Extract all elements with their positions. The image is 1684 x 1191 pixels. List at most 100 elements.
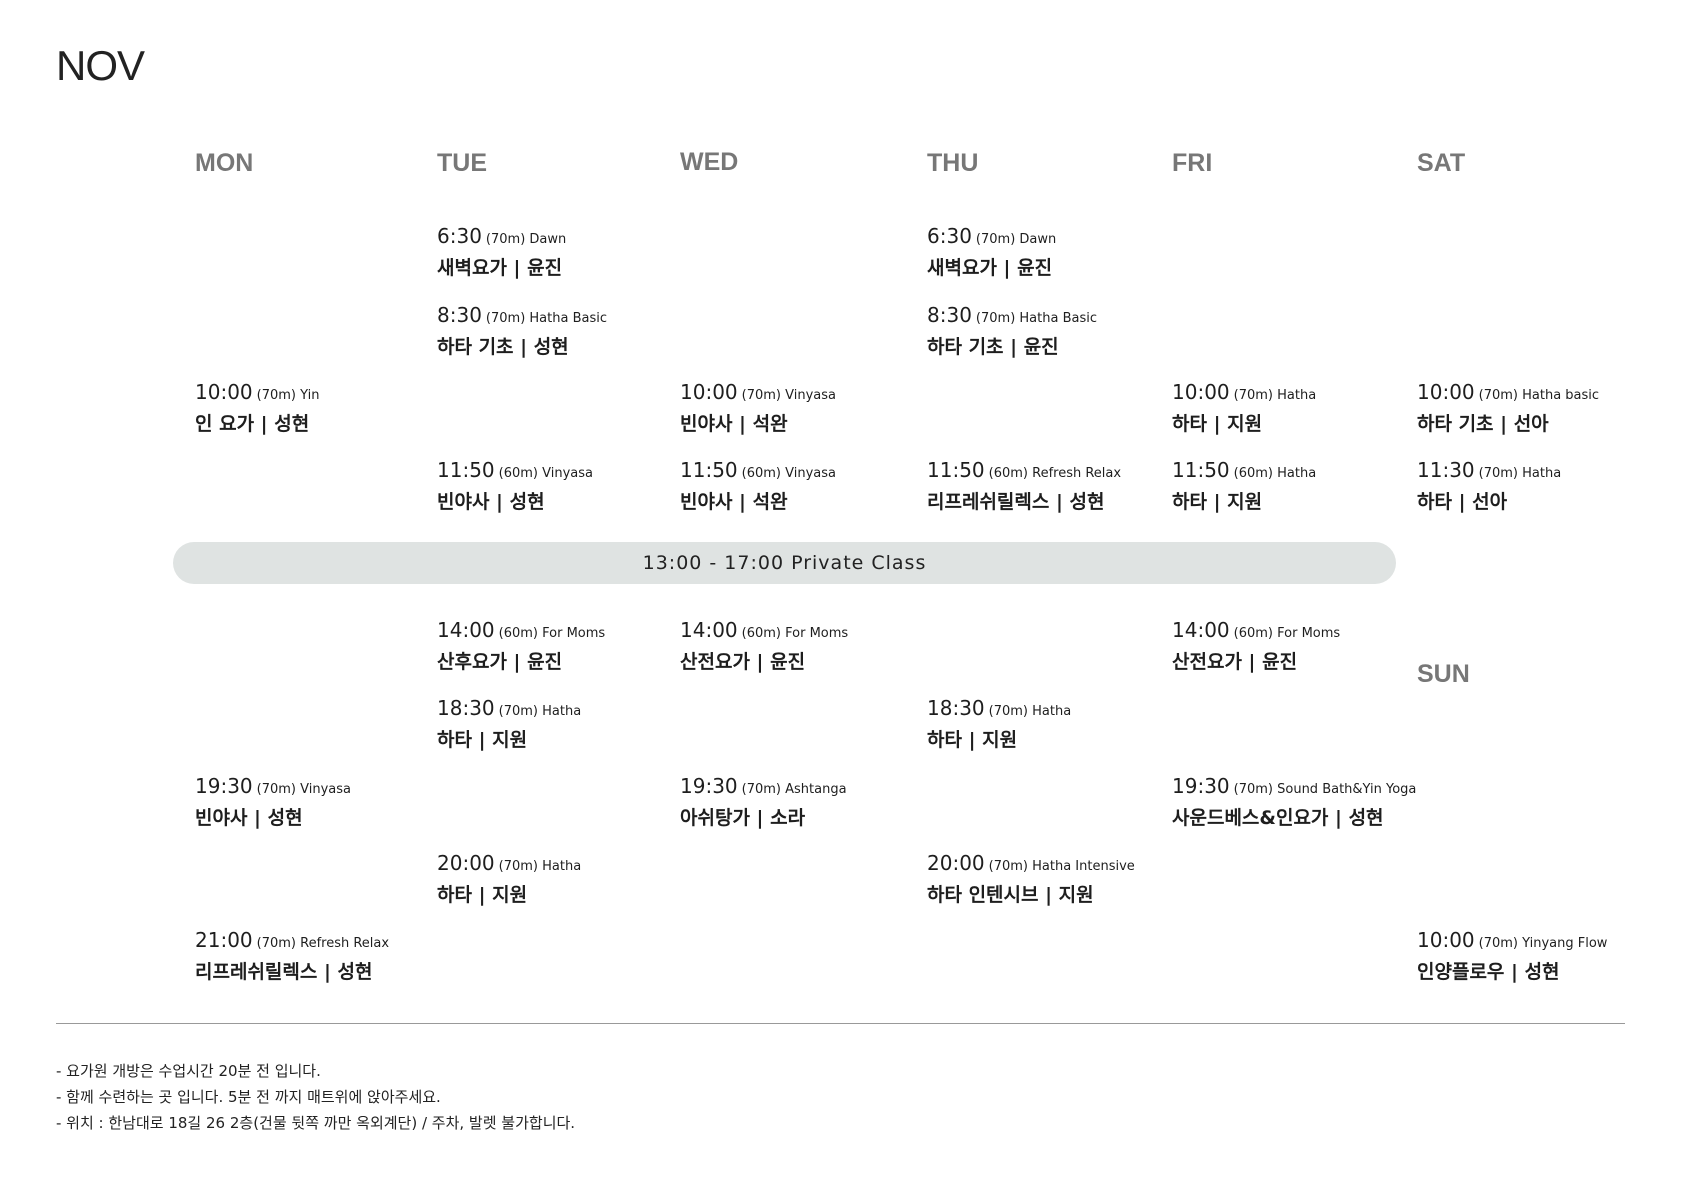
class-time-line: 14:00 (60m) For Moms: [1172, 618, 1340, 646]
class-entry: 20:00 (70m) Hatha 하타 | 지원: [437, 851, 581, 909]
class-time-line: 21:00 (70m) Refresh Relax: [195, 928, 389, 956]
class-info: (70m) Hatha: [498, 704, 582, 719]
class-time: 10:00: [1172, 380, 1230, 404]
class-entry: 6:30 (70m) Dawn 새벽요가 | 윤진: [927, 224, 1056, 282]
class-entry: 11:50 (60m) Refresh Relax 리프레쉬릴렉스 | 성현: [927, 458, 1121, 516]
class-name: 빈야사 | 성현: [437, 491, 545, 513]
class-time: 20:00: [437, 851, 495, 875]
class-name: 하타 | 지원: [1172, 491, 1263, 513]
class-time-line: 10:00 (70m) Yinyang Flow: [1417, 928, 1607, 956]
class-name: 새벽요가 | 윤진: [437, 257, 563, 279]
class-name: 리프레쉬릴렉스 | 성현: [927, 491, 1105, 513]
class-time: 11:50: [680, 458, 738, 482]
class-time: 19:30: [195, 774, 253, 798]
class-info: (60m) For Moms: [1233, 626, 1341, 641]
class-info: (70m) Dawn: [975, 232, 1057, 247]
class-entry: 14:00 (60m) For Moms 산전요가 | 윤진: [680, 618, 848, 676]
class-entry: 11:50 (60m) Vinyasa 빈야사 | 성현: [437, 458, 593, 516]
class-entry: 8:30 (70m) Hatha Basic 하타 기초 | 성현: [437, 303, 607, 361]
class-name: 빈야사 | 석완: [680, 413, 788, 435]
class-info: (70m) Hatha Intensive: [988, 859, 1135, 874]
class-time-line: 14:00 (60m) For Moms: [437, 618, 605, 646]
class-name: 하타 기초 | 윤진: [927, 336, 1059, 358]
class-entry: 11:50 (60m) Vinyasa 빈야사 | 석완: [680, 458, 836, 516]
class-entry: 10:00 (70m) Yin 인 요가 | 성현: [195, 380, 319, 438]
class-name: 인양플로우 | 성현: [1417, 961, 1560, 983]
class-info: (60m) Vinyasa: [498, 466, 593, 481]
class-time-line: 19:30 (70m) Sound Bath&Yin Yoga: [1172, 774, 1416, 802]
class-name: 산후요가 | 윤진: [437, 651, 563, 673]
month-title: NOV: [56, 42, 145, 89]
class-info: (70m) Yin: [256, 388, 320, 403]
note-line: - 요가원 개방은 수업시간 20분 전 입니다.: [56, 1062, 321, 1080]
class-name: 인 요가 | 성현: [195, 413, 310, 435]
class-info: (70m) Dawn: [485, 232, 567, 247]
class-time-line: 19:30 (70m) Ashtanga: [680, 774, 847, 802]
class-time: 6:30: [437, 224, 482, 248]
class-name: 하타 | 지원: [437, 729, 528, 751]
class-time: 6:30: [927, 224, 972, 248]
class-time: 10:00: [680, 380, 738, 404]
day-header-sun: SUN: [1417, 660, 1470, 688]
class-info: (70m) Hatha: [1233, 388, 1317, 403]
class-info: (70m) Yinyang Flow: [1478, 936, 1608, 951]
divider: [56, 1023, 1625, 1024]
class-time-line: 18:30 (70m) Hatha: [927, 696, 1071, 724]
class-time-line: 8:30 (70m) Hatha Basic: [437, 303, 607, 331]
private-class-banner: 13:00 - 17:00 Private Class: [173, 542, 1396, 584]
class-name: 하타 | 지원: [1172, 413, 1263, 435]
class-entry: 14:00 (60m) For Moms 산전요가 | 윤진: [1172, 618, 1340, 676]
class-name: 빈야사 | 석완: [680, 491, 788, 513]
class-info: (60m) For Moms: [741, 626, 849, 641]
class-time: 11:50: [437, 458, 495, 482]
class-name: 리프레쉬릴렉스 | 성현: [195, 961, 373, 983]
class-time-line: 20:00 (70m) Hatha: [437, 851, 581, 879]
class-entry: 19:30 (70m) Sound Bath&Yin Yoga 사운드베스&인요가 …: [1172, 774, 1416, 832]
class-name: 아쉬탕가 | 소라: [680, 807, 806, 829]
class-entry: 19:30 (70m) Vinyasa 빈야사 | 성현: [195, 774, 351, 832]
class-time: 10:00: [1417, 928, 1475, 952]
class-time: 14:00: [680, 618, 738, 642]
class-info: (60m) For Moms: [498, 626, 606, 641]
class-info: (70m) Hatha Basic: [975, 311, 1097, 326]
class-info: (70m) Hatha basic: [1478, 388, 1600, 403]
class-time-line: 6:30 (70m) Dawn: [927, 224, 1056, 252]
class-time: 21:00: [195, 928, 253, 952]
class-entry: 19:30 (70m) Ashtanga 아쉬탕가 | 소라: [680, 774, 847, 832]
day-header-sat: SAT: [1417, 149, 1466, 177]
class-time: 10:00: [195, 380, 253, 404]
class-info: (70m) Hatha: [1478, 466, 1562, 481]
class-entry: 8:30 (70m) Hatha Basic 하타 기초 | 윤진: [927, 303, 1097, 361]
class-entry: 20:00 (70m) Hatha Intensive 하타 인텐시브 | 지원: [927, 851, 1135, 909]
class-entry: 11:30 (70m) Hatha 하타 | 선아: [1417, 458, 1561, 516]
note-line: - 위치 : 한남대로 18길 26 2층(건물 뒷쪽 까만 옥외계단) / 주…: [56, 1114, 576, 1132]
class-info: (70m) Hatha: [988, 704, 1072, 719]
class-time: 8:30: [927, 303, 972, 327]
class-entry: 10:00 (70m) Hatha 하타 | 지원: [1172, 380, 1316, 438]
class-time: 18:30: [927, 696, 985, 720]
class-name: 산전요가 | 윤진: [680, 651, 806, 673]
class-name: 하타 | 선아: [1417, 491, 1508, 513]
class-time-line: 11:50 (60m) Vinyasa: [437, 458, 593, 486]
class-time-line: 10:00 (70m) Hatha basic: [1417, 380, 1599, 408]
class-entry: 21:00 (70m) Refresh Relax 리프레쉬릴렉스 | 성현: [195, 928, 389, 986]
class-entry: 6:30 (70m) Dawn 새벽요가 | 윤진: [437, 224, 566, 282]
class-time: 20:00: [927, 851, 985, 875]
class-time-line: 11:50 (60m) Hatha: [1172, 458, 1316, 486]
class-name: 하타 기초 | 선아: [1417, 413, 1549, 435]
class-time-line: 11:50 (60m) Vinyasa: [680, 458, 836, 486]
class-name: 사운드베스&인요가 | 성현: [1172, 807, 1384, 829]
class-info: (60m) Hatha: [1233, 466, 1317, 481]
class-info: (70m) Hatha Basic: [485, 311, 607, 326]
class-time: 11:50: [1172, 458, 1230, 482]
class-time-line: 18:30 (70m) Hatha: [437, 696, 581, 724]
class-name: 하타 인텐시브 | 지원: [927, 884, 1094, 906]
notes: - 요가원 개방은 수업시간 20분 전 입니다. - 함께 수련하는 곳 입니…: [56, 1058, 575, 1136]
class-time: 19:30: [680, 774, 738, 798]
class-name: 산전요가 | 윤진: [1172, 651, 1298, 673]
class-time-line: 6:30 (70m) Dawn: [437, 224, 566, 252]
class-time: 11:30: [1417, 458, 1475, 482]
day-header-fri: FRI: [1172, 149, 1213, 177]
class-time: 14:00: [1172, 618, 1230, 642]
day-header-thu: THU: [927, 149, 979, 177]
